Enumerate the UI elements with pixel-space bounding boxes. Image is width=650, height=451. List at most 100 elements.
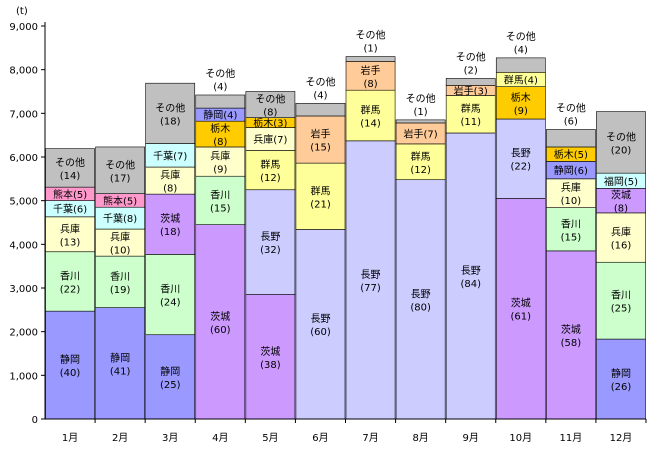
bar-segment: [345, 89, 396, 142]
segment-label-name: 兵庫: [60, 222, 80, 235]
segment-label-name: その他: [205, 67, 235, 80]
segment-label-pct: (1): [414, 107, 428, 118]
segment-label-pct: (16): [611, 241, 632, 252]
segment-label-pct: (84): [460, 279, 481, 290]
segment-label-pct: (20): [611, 145, 632, 156]
x-tick-label: 1月: [62, 432, 78, 444]
segment-label-name: 兵庫: [611, 226, 631, 239]
segment-label-pct: (18): [160, 116, 181, 127]
segment-label-inline: 群馬(4): [504, 73, 538, 86]
bar-5: 茨城 (38) 長野 (32) 群馬 (12) 兵庫(7) 栃木(3) その他 (8): [245, 91, 296, 420]
segment-label-name: その他: [556, 101, 586, 114]
segment-label-name: 兵庫: [210, 150, 230, 163]
segment-label-name: 長野: [511, 148, 531, 160]
segment-label-name: 群馬: [361, 104, 381, 117]
segment-label-pct: (14): [60, 171, 81, 182]
bars: 静岡 (40) 香川 (22) 兵庫 (13) 千葉(6) 熊本(5) その他 (14) 静岡 (41…: [45, 29, 646, 420]
segment-label-inline: 福岡(5): [604, 175, 638, 188]
segment-label-inline: 千葉(6): [53, 203, 87, 216]
bar-segment: [596, 338, 646, 420]
segment-label-pct: (8): [363, 79, 377, 90]
segment-label-name: その他: [356, 29, 386, 42]
segment-label-pct: (14): [360, 119, 381, 130]
segment-label-pct: (22): [60, 284, 81, 295]
y-tick-label: 3,000: [9, 284, 38, 295]
bar-segment: [145, 254, 196, 336]
bar-segment: [445, 78, 496, 86]
bar-segment: [145, 82, 196, 144]
bar-segment: [596, 212, 646, 263]
segment-label-inline: 熊本(5): [53, 188, 87, 201]
segment-label-name: 香川: [611, 290, 631, 302]
bar-segment: [145, 334, 196, 420]
bar-segment: [495, 118, 546, 199]
segment-label-pct: (61): [511, 312, 532, 323]
x-tick-label: 11月: [560, 432, 583, 444]
segment-label-pct: (26): [611, 382, 632, 393]
segment-label-pct: (15): [310, 143, 331, 154]
segment-label-pct: (25): [611, 304, 632, 315]
bar-6: 長野 (60) 群馬 (21) 岩手 (15) その他 (4): [295, 75, 346, 420]
bar-segment: [45, 216, 95, 253]
bar-7: 長野 (77) 群馬 (14) 岩手 (8) その他 (1): [345, 29, 396, 420]
segment-label-name: 香川: [60, 270, 80, 282]
segment-label-name: 香川: [160, 284, 180, 296]
bar-8: 長野 (80) 群馬 (12) 岩手(7) その他 (1): [395, 92, 446, 420]
bar-12: 静岡 (26) 香川 (25) 兵庫 (16) 茨城 (8) 福岡(5) その他 (20): [596, 111, 646, 420]
bar-segment: [145, 193, 196, 255]
segment-label-pct: (40): [60, 368, 81, 379]
segment-label-name: その他: [55, 156, 85, 169]
segment-label-name: 長野: [310, 313, 330, 325]
bar-segment: [95, 146, 145, 194]
segment-label-name: その他: [456, 50, 486, 63]
segment-label-pct: (60): [310, 327, 331, 338]
x-tick-label: 3月: [162, 432, 178, 444]
segment-label-inline: 岩手(7): [404, 127, 438, 140]
bar-segment: [245, 189, 296, 295]
bar-segment: [195, 146, 246, 177]
segment-label-name: 静岡: [611, 367, 631, 380]
bar-segment: [395, 179, 446, 420]
x-tick-label: 12月: [610, 432, 633, 444]
segment-label-pct: (4): [514, 45, 528, 56]
segment-label-name: 栃木: [210, 122, 230, 135]
bar-4: 茨城 (60) 香川 (15) 兵庫 (9) 栃木 (8) 静岡(4) その他 (4): [195, 67, 246, 420]
segment-label-name: 岩手: [361, 64, 381, 77]
segment-label-pct: (25): [160, 380, 181, 391]
y-tick-label: 5,000: [9, 197, 38, 208]
segment-label-name: 長野: [361, 269, 381, 281]
segment-label-name: 茨城: [210, 310, 230, 323]
bar-segment: [395, 119, 446, 124]
bar-segment: [245, 294, 296, 420]
segment-label-pct: (12): [260, 173, 281, 184]
segment-label-pct: (21): [310, 199, 331, 210]
segment-label-pct: (9): [213, 165, 227, 176]
x-tick-label: 4月: [212, 432, 228, 444]
x-axis-ticks: 1月 2月 3月 4月 5月 6月 7月 8月 9月 10月 11月 12月: [62, 419, 647, 444]
bar-segment: [596, 261, 646, 340]
y-tick-label: 7,000: [9, 109, 38, 120]
segment-label-inline: 栃木(3): [253, 117, 287, 130]
segment-label-pct: (22): [511, 162, 532, 173]
segment-label-name: 栃木: [511, 91, 531, 104]
segment-label-name: 長野: [461, 265, 481, 277]
segment-label-pct: (32): [260, 245, 281, 256]
segment-label-name: 兵庫: [110, 231, 130, 244]
segment-label-name: 群馬: [310, 184, 330, 197]
segment-label-name: その他: [105, 158, 135, 171]
bar-segment: [345, 61, 396, 91]
segment-label-pct: (38): [260, 360, 281, 371]
bar-segment: [445, 132, 496, 420]
segment-label-name: 茨城: [611, 189, 631, 202]
segment-label-name: 茨城: [260, 345, 280, 358]
bar-segment: [95, 255, 145, 308]
segment-label-name: 静岡: [160, 365, 180, 378]
segment-label-name: 茨城: [561, 323, 581, 336]
x-tick-label: 7月: [362, 432, 378, 444]
segment-label-pct: (10): [110, 246, 131, 257]
bar-segment: [45, 148, 95, 188]
bar-segment: [445, 95, 496, 134]
segment-label-name: 静岡: [110, 351, 130, 364]
segment-label-name: その他: [305, 75, 335, 88]
